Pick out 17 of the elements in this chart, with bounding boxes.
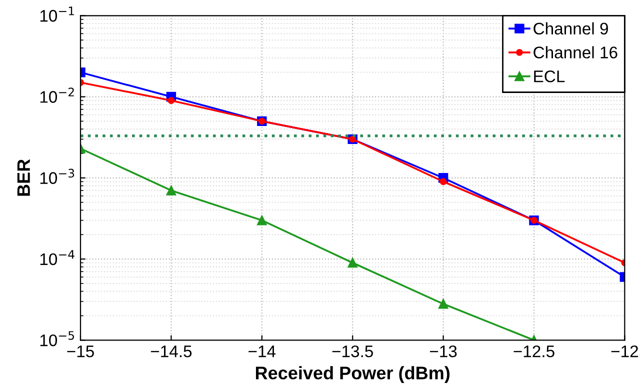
x-tick-label: −13.5 [332, 345, 373, 358]
y-axis-title: BER [17, 159, 30, 196]
x-tick-label: −15 [67, 346, 94, 358]
x-tick-label: −14 [248, 346, 276, 358]
x-tick-label: −12 [611, 345, 638, 358]
x-tick-label: −14.5 [150, 346, 192, 358]
x-tick-label: −13 [430, 345, 457, 358]
legend-label: ECL [534, 70, 565, 82]
y-tick-label: 10$^{−1}$ [40, 6, 74, 22]
x-tick-label: −12.5 [514, 345, 554, 358]
y-tick-label: 10$^{−4}$ [40, 250, 74, 266]
x-axis-title: Received Power (dBm) [256, 366, 450, 383]
legend-label: Channel 9 [534, 22, 608, 35]
y-tick-label: 10$^{−3}$ [40, 168, 74, 184]
legend-label: Channel 16 [534, 46, 618, 58]
y-tick-label: 10$^{−2}$ [40, 88, 74, 103]
y-tick-label: 10$^{−5}$ [40, 331, 74, 346]
